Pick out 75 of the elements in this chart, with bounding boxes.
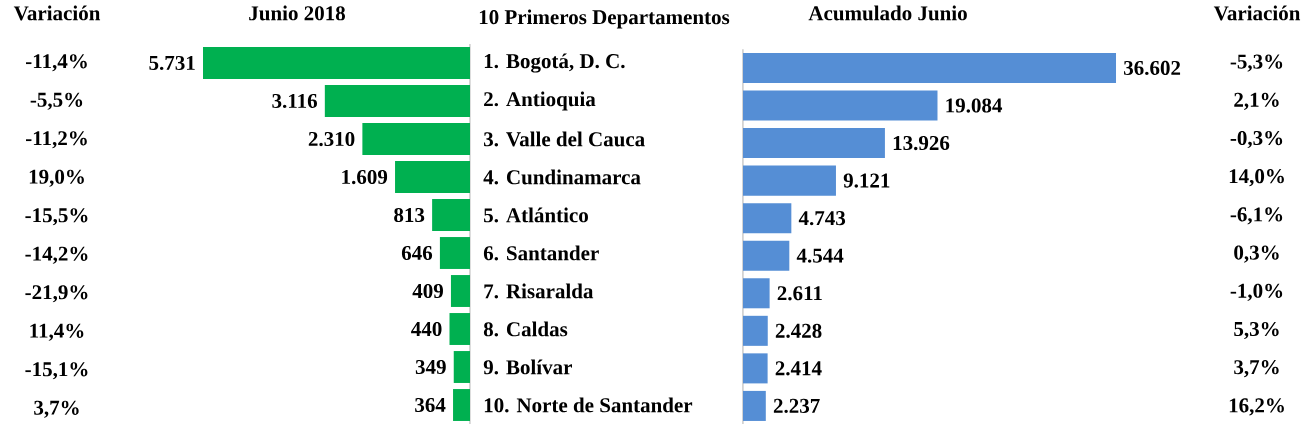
data-label: 3.116: [272, 93, 318, 109]
bar: [432, 199, 470, 231]
data-label: 4.743: [798, 211, 846, 226]
text: -1,0%: [1230, 283, 1283, 301]
bar: [743, 353, 768, 384]
bar: [450, 275, 470, 307]
bar: [743, 240, 790, 271]
text: 0,3%: [1234, 245, 1279, 263]
text: -15,5%: [25, 208, 88, 226]
text: 16,2%: [1229, 398, 1284, 416]
text: 3,7%: [1234, 360, 1279, 378]
y-tick-label: 8. Caldas: [483, 321, 568, 337]
y-tick-label: 7. Risaralda: [484, 283, 594, 299]
bar: [743, 90, 938, 121]
bar: [743, 128, 885, 159]
y-tick-label: 6. Santander: [483, 245, 599, 261]
bar: [324, 85, 470, 117]
bar: [743, 203, 792, 234]
y-axis-title: 10 Primeros Departamentos: [479, 9, 730, 29]
y-tick-label: 2. Antioquia: [484, 91, 596, 111]
bar: [453, 351, 470, 383]
chart-title: Junio 2018: [249, 5, 345, 21]
text: -5,3%: [1230, 54, 1283, 72]
data-label: 813: [394, 207, 425, 223]
y-tick-label: 4. Cundinamarca: [483, 169, 641, 185]
data-label: 4.544: [796, 248, 844, 263]
chart-title: Acumulado Junio: [808, 5, 967, 21]
text: -5,5%: [30, 92, 83, 110]
bar: [395, 161, 470, 193]
data-label: 440: [411, 321, 442, 337]
data-label: 2.414: [775, 361, 822, 376]
text: Variación: [13, 5, 101, 21]
y-tick-label: 1. Bogotá, D. C.: [484, 53, 625, 73]
bar: [743, 315, 768, 346]
data-label: 19.084: [946, 98, 1003, 113]
y-tick-label: 9. Bolívar: [483, 359, 572, 375]
text: 14,0%: [1229, 169, 1284, 187]
y-tick-label: 3. Valle del Cauca: [483, 131, 645, 147]
text: 19,0%: [29, 169, 84, 187]
text: 11,4%: [30, 323, 84, 341]
bar: [449, 313, 470, 345]
data-label: 364: [415, 397, 446, 413]
text: 3,7%: [34, 400, 79, 418]
text: 2,1%: [1234, 92, 1279, 110]
bar: [203, 47, 470, 79]
text: -11,4%: [25, 54, 87, 72]
text: -11,2%: [25, 131, 87, 149]
bar: [743, 390, 766, 421]
data-label: 5.731: [149, 55, 195, 71]
text: 5,3%: [1234, 321, 1279, 340]
data-label: 2.310: [308, 131, 355, 147]
text: -21,9%: [25, 285, 88, 303]
text: -15,1%: [25, 362, 88, 380]
text: -14,2%: [25, 246, 88, 264]
data-label: 2.237: [773, 398, 820, 414]
bar: [743, 165, 836, 196]
data-label: 409: [412, 283, 443, 299]
bar: [743, 278, 770, 309]
bar: [362, 123, 470, 155]
data-label: 9.121: [843, 173, 890, 188]
data-label: 2.611: [777, 286, 822, 301]
data-label: 1.609: [342, 169, 388, 185]
data-label: 36.602: [1124, 60, 1181, 76]
bar: [439, 237, 470, 269]
y-tick-label: 5. Atlántico: [484, 207, 588, 223]
text: Variación: [1213, 5, 1301, 21]
data-label: 646: [401, 245, 433, 261]
bar: [453, 389, 470, 421]
text: -6,1%: [1230, 207, 1283, 225]
data-label: 2.428: [775, 323, 822, 338]
y-tick-label: 10. Norte de Santander: [484, 397, 693, 413]
data-label: 13.926: [893, 135, 950, 151]
bar: [743, 52, 1117, 83]
text: -0,3%: [1230, 130, 1283, 149]
data-label: 349: [415, 359, 446, 375]
